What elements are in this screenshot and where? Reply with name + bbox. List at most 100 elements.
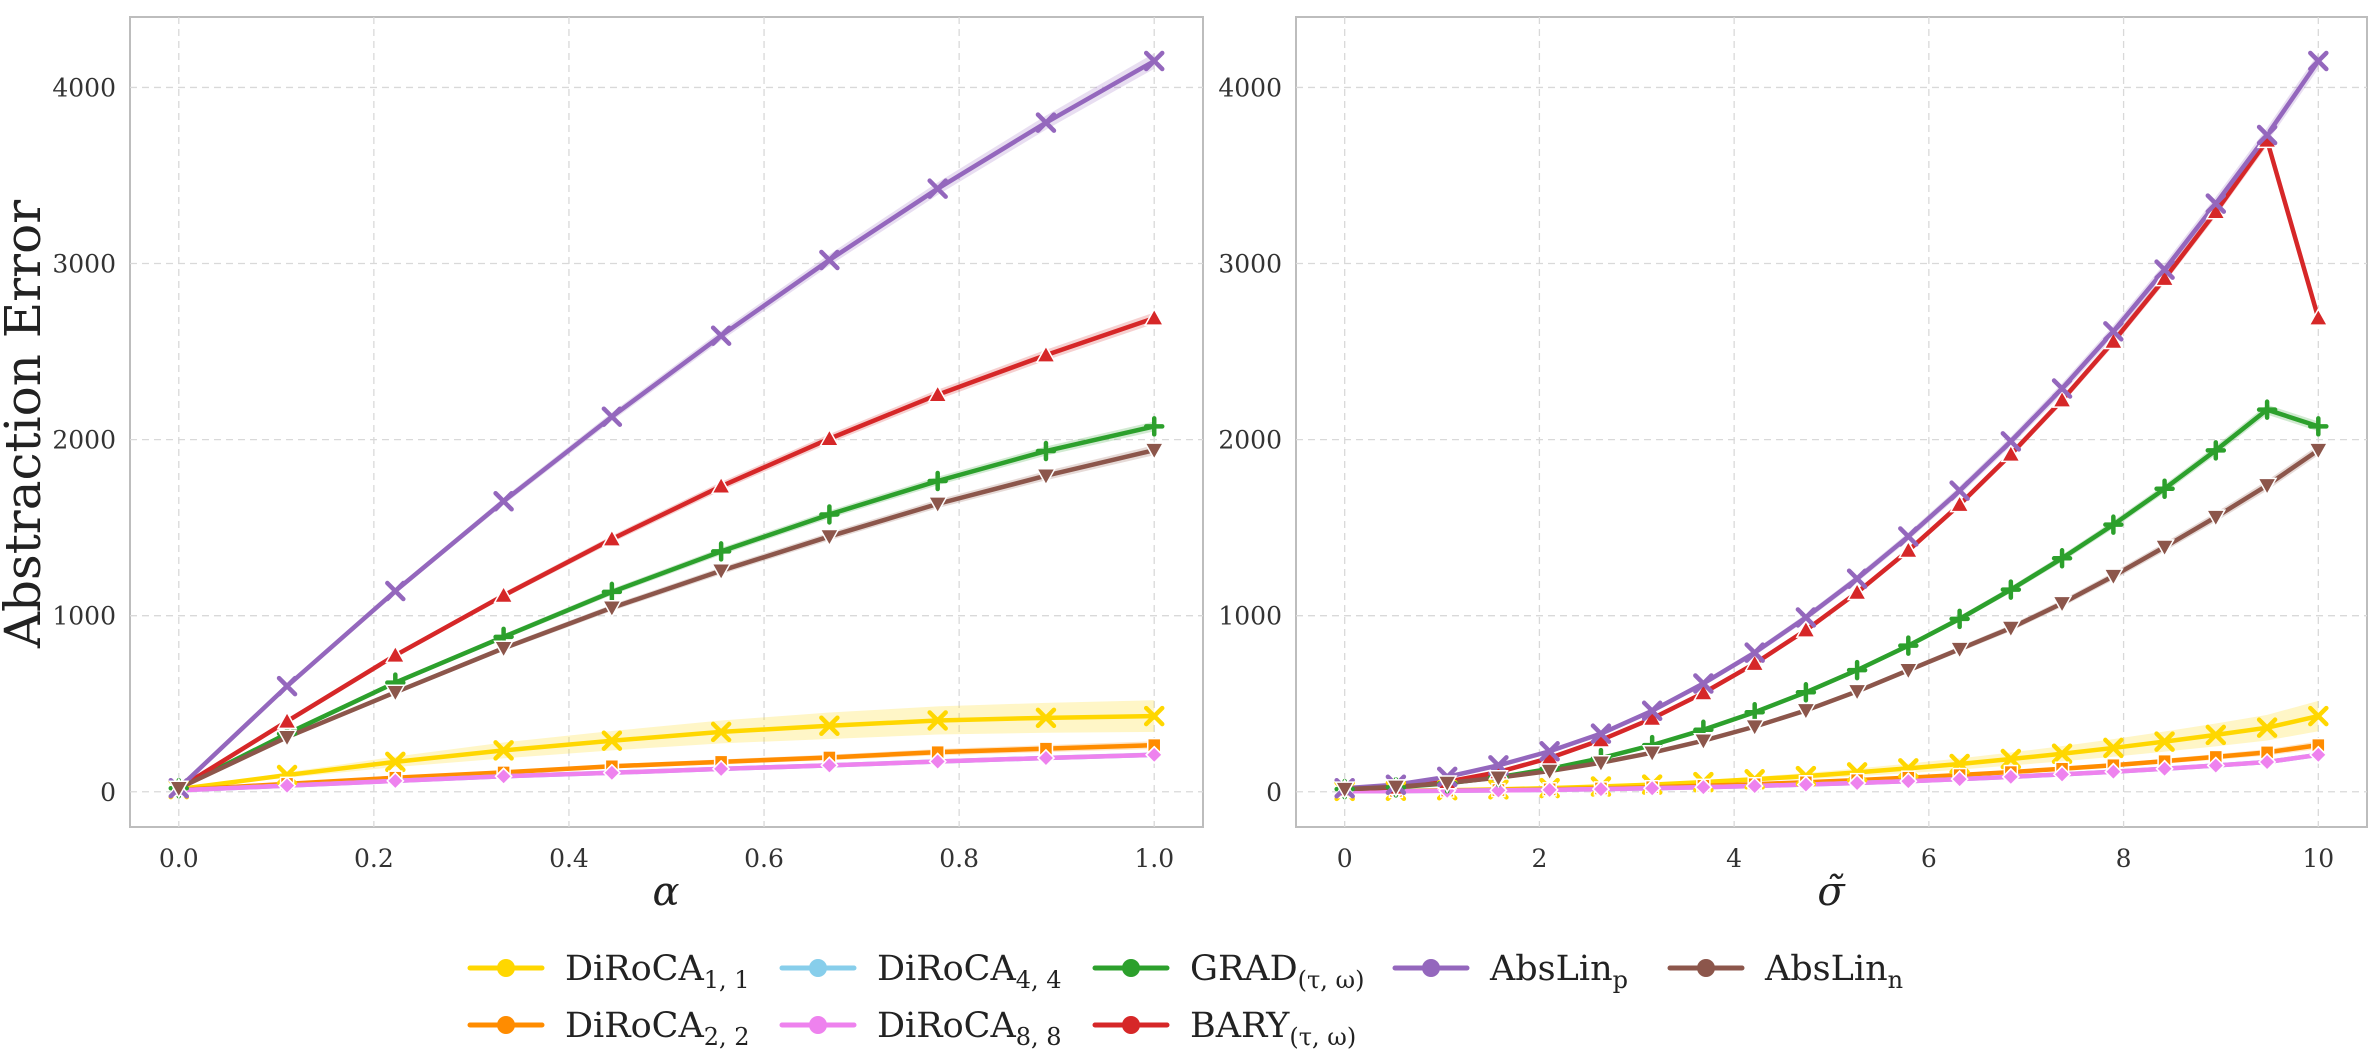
left-point-bary xyxy=(276,710,298,730)
right-point-grad xyxy=(2103,514,2124,535)
right-point-diroca1-1 xyxy=(2051,743,2073,764)
right-y-tick-label: 4000 xyxy=(1218,73,1282,102)
left-line-grad xyxy=(176,424,1157,791)
right-point-bary xyxy=(1744,653,1765,672)
right-point-abslinp xyxy=(1693,673,1714,694)
left-point-diroca8-8 xyxy=(928,752,947,771)
left-point-abslinp xyxy=(276,675,298,697)
left-point-abslinn xyxy=(819,528,840,547)
left-point-abslinn xyxy=(168,780,190,799)
right-point-grad xyxy=(2256,399,2278,420)
right-point-abslinn xyxy=(2103,568,2124,587)
left-x-tick-label: 1.0 xyxy=(1134,844,1174,873)
legend-label: DiRoCA1, 1 xyxy=(565,949,750,994)
left-plot-frame xyxy=(129,16,1204,828)
left-x-tick-label: 0.4 xyxy=(549,844,589,873)
left-point-grad xyxy=(710,541,732,562)
left-point-diroca8-8 xyxy=(820,756,839,775)
left-point-diroca8-8 xyxy=(1036,748,1056,768)
legend-marker-swatch xyxy=(497,959,515,977)
legend-marker-swatch xyxy=(1122,1016,1140,1034)
right-y-tick-label: 0 xyxy=(1266,778,1282,807)
left-point-abslinp xyxy=(601,406,623,427)
right-point-abslinn xyxy=(1385,779,1407,798)
right-point-abslinp xyxy=(2205,193,2227,214)
left-point-grad xyxy=(819,504,840,525)
left-point-diroca8-8 xyxy=(386,771,405,790)
right-x-tick-label: 6 xyxy=(1921,844,1937,873)
left-line-abslinp xyxy=(176,58,1157,791)
left-point-bary xyxy=(601,528,623,547)
left-point-diroca8-8 xyxy=(712,759,731,778)
right-point-bary xyxy=(1693,682,1714,701)
right-point-diroca8-8 xyxy=(2206,756,2225,775)
left-point-abslinp xyxy=(385,580,406,602)
left-point-grad xyxy=(601,581,623,603)
right-point-bary xyxy=(2000,443,2022,463)
legend-item-diroca1-1: DiRoCA1, 1 xyxy=(467,949,750,994)
right-point-abslinn xyxy=(1744,718,1765,738)
left-band-abslinp xyxy=(178,53,1155,789)
right-point-diroca8-8 xyxy=(1848,773,1867,793)
legend-label: DiRoCA4, 4 xyxy=(877,949,1062,994)
right-point-abslinp xyxy=(1846,568,1868,589)
left-point-diroca1-1 xyxy=(710,721,732,743)
right-series-lines xyxy=(1342,58,2321,794)
right-band-grad xyxy=(1344,404,2319,790)
right-point-abslinp xyxy=(1949,480,1970,501)
right-point-abslinn xyxy=(1949,641,1970,660)
left-point-diroca1-1 xyxy=(493,740,514,761)
left-point-bary xyxy=(493,584,514,604)
right-point-diroca8-8 xyxy=(1643,779,1662,798)
legend-marker-swatch xyxy=(1697,959,1715,977)
right-point-abslinn xyxy=(2051,595,2073,614)
left-point-abslinn xyxy=(493,640,514,659)
right-point-diroca1-1 xyxy=(2000,748,2022,770)
right-point-abslinn xyxy=(2256,477,2278,496)
left-y-tick-label: 0 xyxy=(100,778,116,807)
right-point-diroca8-8 xyxy=(1796,775,1815,794)
right-point-grad xyxy=(2205,440,2227,461)
right-line-bary xyxy=(1342,138,2321,792)
legend-item-diroca4-4: DiRoCA4, 4 xyxy=(779,949,1062,994)
left-point-diroca1-1 xyxy=(601,730,623,751)
right-line-abslinp xyxy=(1342,58,2321,791)
right-point-abslinn xyxy=(2000,620,2022,639)
legend-label: DiRoCA8, 8 xyxy=(877,1006,1062,1051)
legend-marker-swatch xyxy=(1122,959,1140,977)
right-point-abslinp xyxy=(1590,723,1612,744)
legend-item-diroca2-2: DiRoCA2, 2 xyxy=(467,1006,750,1051)
right-point-abslinp xyxy=(2000,431,2022,452)
right-point-abslinn xyxy=(1795,702,1817,721)
legend-item-bary: BARY(τ, ω) xyxy=(1092,1006,1356,1051)
left-point-abslinp xyxy=(1035,112,1057,133)
left-point-diroca1-1 xyxy=(1035,707,1057,729)
legend-marker-swatch xyxy=(809,959,827,977)
legend: DiRoCA1, 1 DiRoCA2, 2 DiRoCA4, 4 DiRoCA8, 8… xyxy=(467,949,1903,1051)
right-point-abslinn xyxy=(1590,754,1612,774)
left-point-diroca8-8 xyxy=(494,767,513,786)
left-point-diroca1-1 xyxy=(927,710,948,731)
right-point-abslinp xyxy=(2308,50,2329,72)
legend-label: DiRoCA2, 2 xyxy=(565,1006,750,1051)
left-point-abslinp xyxy=(1143,50,1165,72)
left-y-tick-label: 2000 xyxy=(52,426,116,455)
left-point-bary xyxy=(1035,344,1057,363)
left-panel: 0.0 0.2 0.4 0.6 0.8 1.0 0 1000 2000 3000 4000 α A… xyxy=(0,16,1204,915)
right-point-abslinp xyxy=(2051,378,2073,399)
right-point-abslinn xyxy=(1539,763,1560,782)
y-axis-label: Abstraction Error xyxy=(0,200,52,649)
right-point-diroca8-8 xyxy=(1540,780,1559,799)
left-point-abslinn xyxy=(927,496,948,515)
right-y-tick-label: 3000 xyxy=(1218,250,1282,279)
right-point-diroca8-8 xyxy=(1950,770,1969,789)
left-point-abslinp xyxy=(493,490,514,512)
left-point-diroca8-8 xyxy=(277,776,297,795)
left-line-diroca1-1 xyxy=(176,713,1157,792)
left-point-abslinn xyxy=(1143,442,1165,461)
right-point-abslinn xyxy=(1436,775,1458,794)
left-point-bary xyxy=(1143,307,1165,326)
right-point-diroca1-1 xyxy=(2308,705,2329,727)
left-y-tick-label: 3000 xyxy=(52,250,116,279)
